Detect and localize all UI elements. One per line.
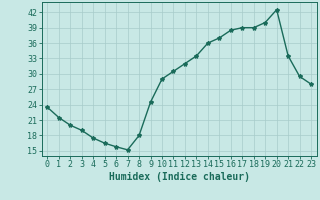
X-axis label: Humidex (Indice chaleur): Humidex (Indice chaleur) [109,172,250,182]
